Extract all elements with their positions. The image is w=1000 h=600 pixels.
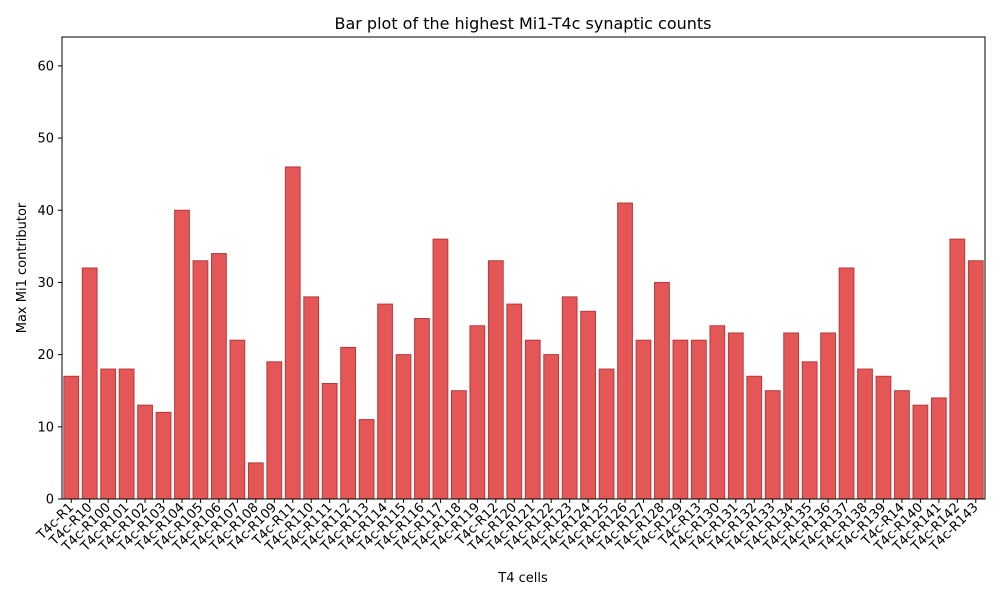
bar-T4c-R139	[875, 375, 892, 500]
y-tick-label: 10	[37, 420, 54, 435]
bar-T4c-R143	[967, 260, 984, 500]
bar-T4c-R131	[727, 332, 744, 500]
bar-T4c-R120	[506, 303, 523, 500]
y-tick-label: 40	[37, 204, 54, 219]
bar-T4c-R123	[561, 296, 578, 500]
bar-T4c-R101	[118, 368, 135, 500]
bar-T4c-R1	[63, 375, 80, 500]
bar-T4c-R127	[635, 339, 652, 500]
bar-T4c-R138	[857, 368, 873, 500]
bar-T4c-R10	[81, 267, 98, 500]
bar-T4c-R129	[672, 339, 689, 500]
bar-T4c-R109	[266, 361, 283, 500]
plot-frame	[61, 36, 986, 500]
chart-title: Bar plot of the highest Mi1-T4c synaptic…	[334, 14, 711, 33]
bar-T4c-R14	[894, 390, 910, 500]
bar-T4c-R114	[377, 303, 393, 500]
bar-T4c-R141	[930, 397, 947, 500]
bar-T4c-R133	[764, 390, 781, 500]
bar-T4c-R142	[949, 238, 966, 500]
bar-T4c-R108	[247, 462, 264, 500]
bar-T4c-R111	[321, 383, 338, 500]
bar-T4c-R121	[524, 339, 541, 500]
bar-T4c-R125	[598, 368, 615, 500]
bar-T4c-R136	[820, 332, 836, 500]
bar-T4c-R100	[100, 368, 117, 500]
bar-T4c-R102	[137, 404, 153, 500]
bar-T4c-R106	[211, 253, 227, 500]
y-axis: 0 10 20 30 40 50 60	[37, 59, 62, 508]
bar-T4c-R118	[451, 390, 467, 500]
bar-T4c-R103	[155, 411, 172, 500]
bar-T4c-R126	[617, 202, 633, 500]
bar-T4c-R104	[174, 209, 190, 500]
x-axis: T4c-R1T4c-R10T4c-R100T4c-R101T4c-R102T4c…	[34, 499, 982, 555]
bar-T4c-R116	[414, 318, 430, 500]
bar-T4c-R105	[192, 260, 209, 500]
y-tick-label: 0	[46, 493, 54, 508]
bars-layer	[63, 166, 984, 500]
bar-T4c-R113	[358, 419, 375, 500]
bar-T4c-R135	[801, 361, 818, 500]
bar-T4c-R112	[340, 346, 357, 500]
bar-T4c-R132	[746, 375, 763, 500]
y-tick-label: 50	[37, 132, 54, 147]
bar-T4c-R110	[303, 296, 320, 500]
bar-T4c-R137	[838, 267, 855, 500]
bar-T4c-R13	[690, 339, 707, 500]
bar-T4c-R130	[709, 325, 726, 500]
y-axis-label: Max Mi1 contributor	[15, 202, 30, 333]
bar-T4c-R11	[284, 166, 301, 500]
y-tick-label: 60	[37, 59, 54, 74]
bar-T4c-R12	[487, 260, 504, 500]
bar-T4c-R124	[580, 310, 596, 500]
bar-T4c-R115	[395, 354, 412, 500]
bar-T4c-R134	[783, 332, 800, 500]
y-tick-label: 20	[37, 348, 54, 363]
bar-T4c-R128	[654, 281, 670, 500]
bar-T4c-R117	[432, 238, 449, 500]
bar-T4c-R107	[229, 339, 246, 500]
x-axis-label: T4 cells	[497, 571, 548, 586]
bar-T4c-R140	[912, 404, 929, 500]
bar-T4c-R119	[469, 325, 486, 500]
y-tick-label: 30	[37, 276, 54, 291]
bar-T4c-R122	[543, 354, 560, 500]
